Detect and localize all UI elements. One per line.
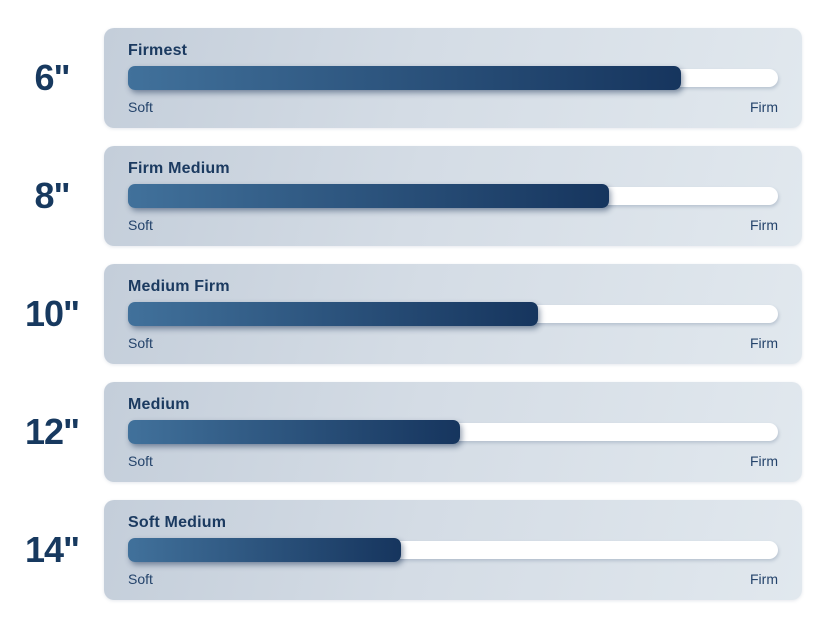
thickness-label: 12": [24, 411, 80, 452]
thickness-label: 10": [24, 293, 80, 334]
thickness-label: 14": [24, 529, 80, 570]
scale-labels: Soft Firm: [128, 99, 778, 115]
firmness-title: Medium Firm: [128, 278, 230, 295]
firmness-row-12in: 12" Medium Soft Firm: [0, 382, 840, 482]
thickness-label: 8": [34, 175, 70, 216]
bar-fill: [128, 538, 401, 562]
firmness-card: Medium Soft Firm: [104, 382, 802, 482]
firmness-bar: [128, 184, 778, 208]
scale-firm-label: Firm: [750, 453, 778, 469]
scale-labels: Soft Firm: [128, 453, 778, 469]
firmness-row-6in: 6" Firmest Soft Firm: [0, 28, 840, 128]
thickness-label: 6": [34, 57, 70, 98]
firmness-bar: [128, 420, 778, 444]
scale-labels: Soft Firm: [128, 571, 778, 587]
bar-fill: [128, 66, 681, 90]
scale-soft-label: Soft: [128, 335, 153, 351]
firmness-card: Firmest Soft Firm: [104, 28, 802, 128]
scale-firm-label: Firm: [750, 335, 778, 351]
firmness-card: Firm Medium Soft Firm: [104, 146, 802, 246]
bar-fill: [128, 302, 538, 326]
firmness-title: Firm Medium: [128, 160, 230, 177]
firmness-bar: [128, 302, 778, 326]
scale-soft-label: Soft: [128, 453, 153, 469]
scale-soft-label: Soft: [128, 571, 153, 587]
firmness-row-14in: 14" Soft Medium Soft Firm: [0, 500, 840, 600]
bar-fill: [128, 420, 460, 444]
scale-firm-label: Firm: [750, 99, 778, 115]
scale-soft-label: Soft: [128, 217, 153, 233]
firmness-card: Medium Firm Soft Firm: [104, 264, 802, 364]
scale-labels: Soft Firm: [128, 335, 778, 351]
firmness-title: Firmest: [128, 42, 188, 59]
scale-labels: Soft Firm: [128, 217, 778, 233]
firmness-card: Soft Medium Soft Firm: [104, 500, 802, 600]
firmness-row-10in: 10" Medium Firm Soft Firm: [0, 264, 840, 364]
firmness-row-8in: 8" Firm Medium Soft Firm: [0, 146, 840, 246]
scale-soft-label: Soft: [128, 99, 153, 115]
firmness-title: Medium: [128, 396, 190, 413]
firmness-title: Soft Medium: [128, 514, 227, 531]
bar-fill: [128, 184, 609, 208]
firmness-chart: 6" Firmest Soft Firm 8" Firm Medium Soft…: [0, 28, 840, 600]
firmness-bar: [128, 66, 778, 90]
firmness-bar: [128, 538, 778, 562]
scale-firm-label: Firm: [750, 571, 778, 587]
scale-firm-label: Firm: [750, 217, 778, 233]
